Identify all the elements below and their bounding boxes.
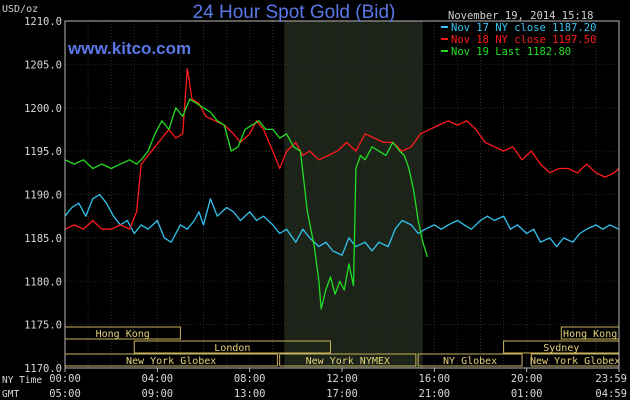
x-tick-label-ny: 23:59 bbox=[595, 373, 627, 385]
x-tick-label-ny: 20:00 bbox=[511, 373, 543, 385]
price-series bbox=[64, 68, 620, 310]
x-tick-label-gmt: 21:00 bbox=[419, 388, 451, 400]
chart-title: 24 Hour Spot Gold (Bid) bbox=[193, 2, 396, 23]
series-line-0 bbox=[64, 193, 620, 256]
y-tick-label: 1210.0 bbox=[24, 16, 62, 28]
y-tick-label: 1185.0 bbox=[24, 233, 62, 245]
x-tick-label-ny: 04:00 bbox=[142, 373, 174, 385]
market-session-label: New York Globex bbox=[530, 356, 620, 367]
series-line-1 bbox=[64, 68, 620, 230]
y-tick-label: 1170.0 bbox=[24, 363, 62, 375]
y-axis: 1210.0 1205.0 1200.0 1195.0 1190.0 1185.0 1180… bbox=[24, 16, 62, 375]
x-tick-label-ny: 16:00 bbox=[419, 373, 451, 385]
market-session-label: London bbox=[214, 343, 250, 354]
x-tick-label-gmt: 17:00 bbox=[326, 388, 358, 400]
market-session-label: Hong Kong bbox=[563, 329, 617, 340]
market-session-box bbox=[417, 353, 523, 367]
x-tick-label-ny: 12:00 bbox=[326, 373, 358, 385]
y-tick-label: 1175.0 bbox=[24, 320, 62, 332]
y-axis-label: USD/oz bbox=[2, 4, 38, 15]
x-tick-label-ny: 08:00 bbox=[234, 373, 266, 385]
x-tick-label-gmt: 04:59 bbox=[595, 388, 627, 400]
legend-entry: Nov 19 Last 1182.80 bbox=[451, 46, 571, 58]
legend-entry: Nov 18 NY close 1197.50 bbox=[451, 34, 596, 46]
x-tick-label-gmt: 01:00 bbox=[511, 388, 543, 400]
y-tick-label: 1195.0 bbox=[24, 146, 62, 158]
market-session-label: Hong Kong bbox=[96, 329, 150, 340]
market-session-box bbox=[133, 340, 331, 354]
x-row-label-ny: NY Time bbox=[2, 375, 42, 386]
y-tick-label: 1200.0 bbox=[24, 103, 62, 115]
market-session-label: New York NYMEX bbox=[306, 356, 390, 367]
market-session-label: Sydney bbox=[543, 343, 579, 354]
y-tick-label: 1190.0 bbox=[24, 190, 62, 202]
x-tick-label-gmt: 13:00 bbox=[234, 388, 266, 400]
x-axis: 00:00 05:00 04:00 09:00 08:00 13:00 12:00 17:00… bbox=[2, 368, 627, 400]
legend-entry: Nov 17 NY close 1187.20 bbox=[451, 22, 596, 34]
y-tick-label: 1205.0 bbox=[24, 59, 62, 71]
watermark-text: www.kitco.com bbox=[67, 39, 191, 58]
series-line-2 bbox=[64, 98, 429, 310]
x-tick-label-gmt: 09:00 bbox=[142, 388, 174, 400]
market-session-box bbox=[279, 353, 417, 367]
x-tick-label-ny: 00:00 bbox=[49, 373, 81, 385]
x-row-label-gmt: GMT bbox=[2, 389, 19, 400]
x-tick-label-gmt: 05:00 bbox=[49, 388, 81, 400]
y-tick-label: 1180.0 bbox=[24, 276, 62, 288]
market-session-label: NY Globex bbox=[443, 356, 497, 367]
market-session-label: New York Globex bbox=[126, 356, 216, 367]
timestamp: November 19, 2014 15:18 bbox=[448, 10, 593, 22]
